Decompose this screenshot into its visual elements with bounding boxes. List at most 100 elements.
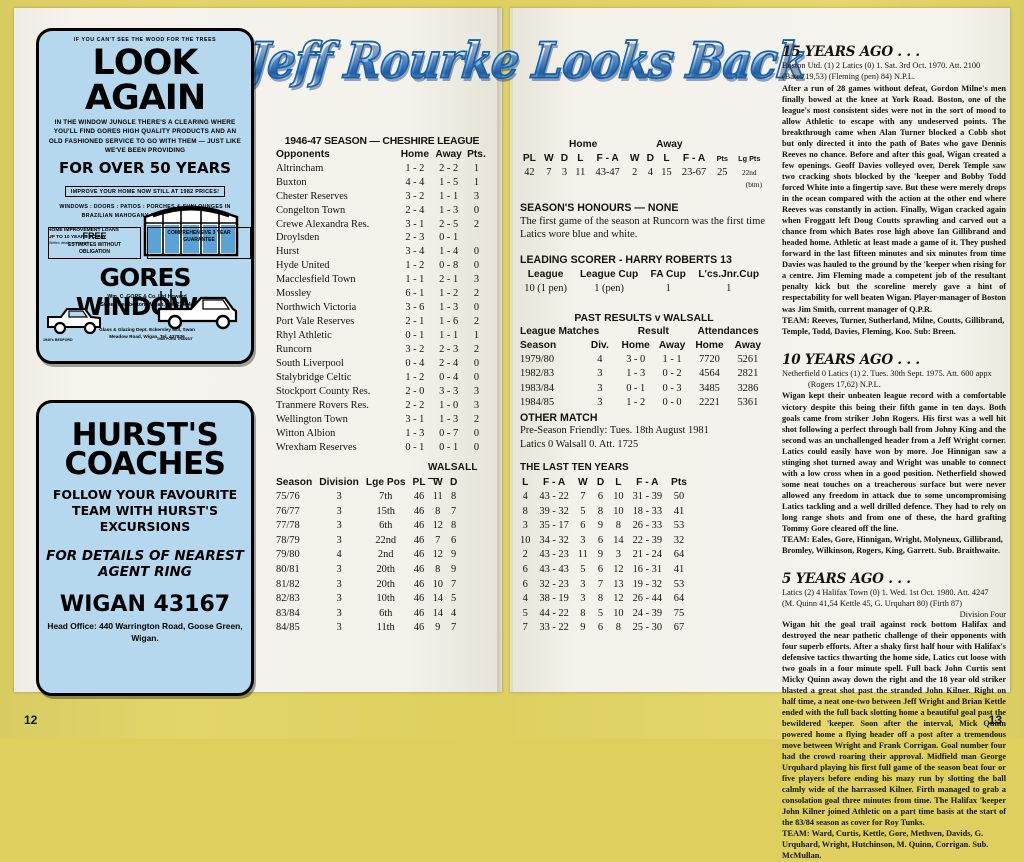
lastten-left-td-2: 6th [379,520,393,532]
scorer-th-1: League Cup [579,269,639,281]
lastten-left-td-0: 80/81 [276,564,300,576]
gores-badge-free-big: FREE [82,231,107,241]
cheshire-home: 4 - 4 [405,176,425,188]
lastten-left-th-0: Season [276,477,313,488]
lastten-left-td-1: 3 [336,534,342,546]
cheshire-home: 3 - 1 [405,413,425,425]
lastten-right-td-5: 25 - 30 [632,622,663,634]
cheshire-home: 3 - 2 [405,344,425,356]
past-th-5: Away [734,339,762,351]
lastten-left-td-5: 5 [451,593,457,605]
cheshire-away: 0 - 8 [439,260,459,272]
walsall-super-label: WALSALL — [428,462,478,484]
article-heading: 15 YEARS AGO . . . [782,44,920,60]
cheshire-away: 2 - 4 [439,358,459,370]
table-row: Witton Albion 1 - 3 0 - 7 0 [276,427,488,441]
past-td-4: 7720 [699,353,720,365]
past-td-0: 1982/83 [520,368,555,380]
season-td-9: 25 [717,167,728,179]
table-row: 1979/80 4 3 - 0 1 - 1 7720 5261 [520,353,768,367]
page-gutter [497,8,513,692]
season-th-0: PL [522,153,536,165]
lastten-left-td-1: 3 [336,505,342,517]
cheshire-away: 2 - 1 [439,274,459,286]
table-row: 10 34 - 32 3 6 14 22 - 39 32 [520,534,696,549]
lastten-left-td-4: 7 [435,534,441,546]
lastten-right-td-6: 53 [673,578,685,590]
lastten-right-td-2: 3 [580,534,586,546]
lastten-right-td-5: 18 - 33 [632,505,663,517]
cheshire-pts: 2 [473,344,480,356]
lastten-left-td-4: 11 [432,491,443,503]
lastten-left-td-0: 75/76 [276,491,300,503]
lastten-left-td-1: 3 [336,622,342,634]
lastten-left-td-0: 83/84 [276,607,300,619]
cheshire-pts: 0 [473,302,480,314]
table-row: 82/83 3 10th 46 14 5 [276,592,464,607]
lastten-left-td-0: 81/82 [276,578,300,590]
lastten-left-th-3: PL [412,477,426,488]
past-group-att: Attendances [697,325,759,337]
cheshire-opponent: Runcorn [276,344,312,356]
season-td-1: 7 [546,167,552,179]
season-td-2: 3 [561,167,568,179]
article-team-line: TEAM: Ward, Curtis, Kettle, Gore, Methve… [782,829,989,861]
past-td-1: 4 [597,353,603,365]
gores-offer-box-wrap: IMPROVE YOUR HOME NOW STILL AT 1982 PRIC… [39,180,251,198]
cheshire-away: 1 - 0 [439,399,459,411]
lastten-right-th-4: L [615,477,622,488]
table-row: 6 43 - 43 5 6 12 16 - 31 41 [520,563,696,578]
lastten-left-td-2: 11th [376,622,395,634]
past-td-5: 2821 [737,368,759,380]
cheshire-home: 0 - 1 [405,441,425,453]
past-td-0: 1984/85 [520,397,555,409]
lastten-right-th-2: W [578,477,588,488]
lastten-right-td-1: 38 - 19 [539,593,569,605]
ford-transit-illustration [157,289,238,330]
table-row: Crewe Alexandra Res. 3 - 1 2 - 5 2 [276,218,488,232]
lastten-right-td-6: 32 [673,534,685,546]
lastten-right-td-5: 24 - 39 [632,607,663,619]
cheshire-home: 2 - 0 [405,385,425,397]
lastten-right-td-1: 44 - 22 [539,607,569,619]
scorer-td-1: 1 (pen) [594,283,624,295]
lastten-right-td-0: 6 [522,578,528,590]
table-row: 6 32 - 23 3 7 13 19 - 32 53 [520,578,696,593]
lastten-left-td-5: 7 [451,622,457,634]
table-row: 1983/84 3 0 - 1 0 - 3 3485 3286 [520,382,768,396]
lastten-right-td-2: 8 [580,607,586,619]
table-row: 75/76 3 7th 46 11 8 [276,490,464,505]
table-row: 84/85 3 11th 46 9 7 [276,621,464,636]
lastten-right-td-5: 21 - 24 [632,549,663,561]
lastten-right-td-2: 11 [577,549,588,561]
lastten-right-td-2: 6 [580,520,586,532]
cheshire-away: 1 - 1 [439,190,459,202]
season-td-3: 11 [575,167,586,179]
lastten-right-td-6: 67 [673,622,685,634]
lastten-left-td-5: 7 [451,505,457,517]
cheshire-pts [465,231,488,245]
cheshire-away: 3 - 3 [439,385,459,397]
advert-hursts-coaches: HURST'S COACHES FOLLOW YOUR FAVOURITE TE… [36,400,254,696]
cheshire-home: 2 - 2 [405,399,425,411]
season-td-10: 22nd [741,168,757,178]
past-td-1: 3 [597,368,603,380]
cheshire-home: 3 - 4 [405,246,425,258]
cheshire-pts: 2 [473,218,480,230]
gores-body-copy: IN THE WINDOW JUNGLE THERE'S A CLEARING … [48,119,242,155]
table-row: 83/84 3 6th 46 14 4 [276,607,464,622]
season-th-7: L [663,153,670,165]
right-page [510,8,1010,692]
table-row: Hurst 3 - 4 1 - 4 0 [276,245,488,259]
lastten-right-td-1: 34 - 32 [539,534,569,546]
lastten-left-td-4: 8 [435,505,441,517]
season-td-0: 42 [524,167,535,179]
cheshire-home: 1 - 2 [405,372,425,383]
cheshire-away: 2 - 2 [439,162,459,174]
cheshire-pts: 1 [473,176,480,188]
cheshire-opponent: Altrincham [276,162,324,174]
lastten-left-td-0: 78/79 [276,534,300,546]
lastten-right-td-1: 43 - 22 [539,491,569,503]
past-group-result: Result [637,325,669,337]
